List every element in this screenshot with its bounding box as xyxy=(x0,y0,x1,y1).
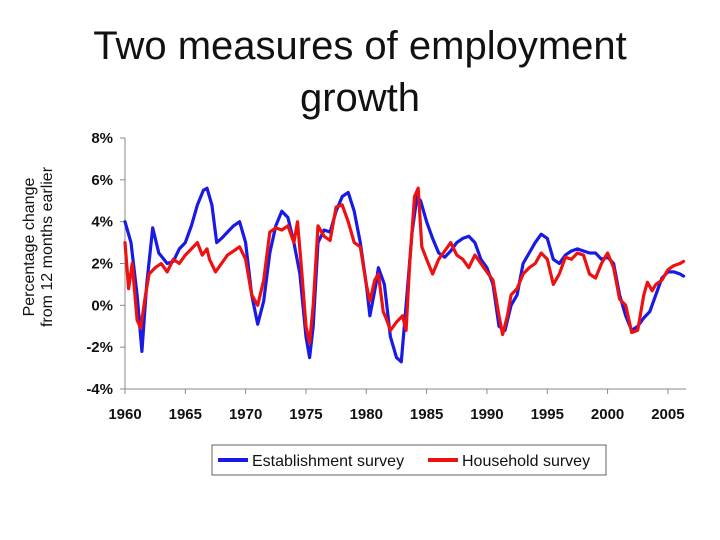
legend-label-household: Household survey xyxy=(462,453,590,470)
x-tick-label: 1995 xyxy=(531,406,564,423)
x-tick-label: 1980 xyxy=(350,406,383,423)
legend: Establishment survey Household survey xyxy=(211,444,607,476)
legend-label-establishment: Establishment survey xyxy=(252,453,404,470)
x-tick-label: 1975 xyxy=(289,406,322,423)
x-tick-label: 1960 xyxy=(108,406,141,423)
legend-box xyxy=(211,444,607,476)
x-tick-label: 1990 xyxy=(470,406,503,423)
series-layer xyxy=(123,186,686,364)
chart-title: Two measures of employment growth xyxy=(93,24,627,120)
x-tick-label: 1985 xyxy=(410,406,443,423)
y-tick-label: 8% xyxy=(91,130,113,147)
y-tick-label: 0% xyxy=(91,297,113,314)
x-tick-label: 2005 xyxy=(651,406,684,423)
series-line-establishment xyxy=(123,186,686,364)
x-tick-label: 1970 xyxy=(229,406,262,423)
y-tick-label: 2% xyxy=(91,256,113,273)
y-tick-label: -2% xyxy=(86,339,113,356)
x-axis: 1960 1965 1970 1975 1980 1985 1990 1995 2000 2005 xyxy=(108,389,685,423)
y-tick-label: 6% xyxy=(91,172,113,189)
x-tick-label: 1965 xyxy=(169,406,202,423)
y-axis: -4% -2% 0% 2% 4% 6% 8% xyxy=(86,130,125,398)
y-axis-label: Percentage change from 12 months earlier xyxy=(21,166,56,327)
x-tick-label: 2000 xyxy=(591,406,624,423)
y-tick-label: -4% xyxy=(86,381,113,398)
y-tick-label: 4% xyxy=(91,214,113,231)
y-axis-label-line1: Percentage change xyxy=(21,178,38,317)
y-axis-label-line2: from 12 months earlier xyxy=(39,166,56,327)
series-line-household xyxy=(123,186,686,345)
